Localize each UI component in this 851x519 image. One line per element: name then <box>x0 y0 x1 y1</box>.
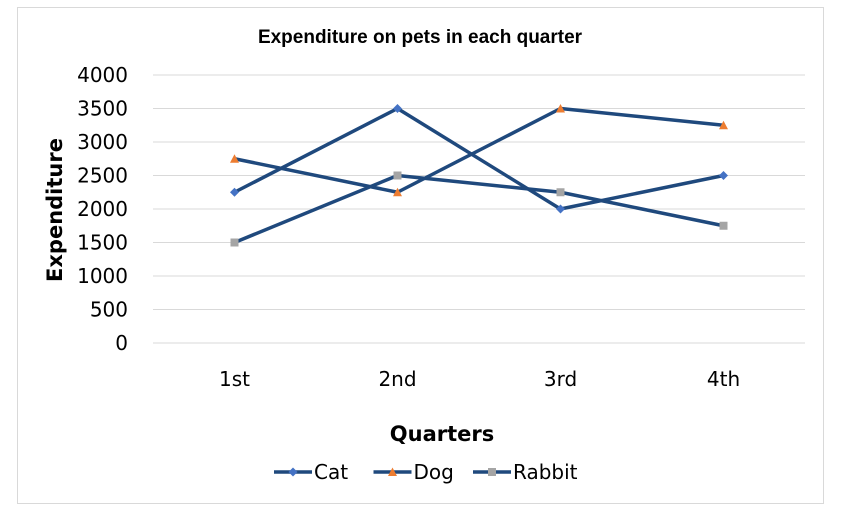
x-axis-ticks: 1st 2nd 3rd 4th <box>219 367 740 391</box>
data-point-cat <box>230 187 239 197</box>
legend-item-rabbit: Rabbit <box>473 460 578 484</box>
x-axis-label: Quarters <box>390 422 494 446</box>
x-tick-label: 2nd <box>378 367 416 391</box>
y-tick-label: 3000 <box>77 130 128 154</box>
data-point-cat <box>719 171 728 180</box>
y-tick-label: 1500 <box>77 231 128 255</box>
data-point-rabbit <box>393 171 402 180</box>
legend: Cat Dog Rabbit <box>274 460 578 484</box>
data-point-dog <box>230 154 239 163</box>
legend-label: Dog <box>414 460 454 484</box>
y-tick-label: 1000 <box>77 264 128 288</box>
series-line-rabbit <box>233 173 724 245</box>
y-tick-label: 4000 <box>77 63 128 87</box>
data-point-dog <box>393 187 402 197</box>
gridlines <box>153 74 805 344</box>
y-tick-label: 2000 <box>77 197 128 221</box>
x-tick-label: 1st <box>219 367 250 391</box>
y-axis-ticks: 0 500 1000 1500 2000 2500 3000 3500 4000 <box>77 63 128 355</box>
y-axis-label: Expenditure <box>43 138 67 282</box>
y-tick-label: 500 <box>90 298 128 322</box>
series-line-cat <box>233 106 724 211</box>
chart-title: Expenditure on pets in each quarter <box>258 27 583 48</box>
data-point-dog <box>556 104 565 113</box>
legend-marker <box>488 468 496 476</box>
data-point-rabbit <box>719 221 728 230</box>
y-tick-label: 2500 <box>77 164 128 188</box>
legend-marker <box>288 467 298 477</box>
legend-label: Rabbit <box>513 460 578 484</box>
data-point-cat <box>556 204 565 214</box>
data-point-cat <box>393 104 402 113</box>
x-tick-label: 3rd <box>544 367 577 391</box>
legend-item-dog: Dog <box>373 460 454 484</box>
data-point-rabbit <box>230 238 239 247</box>
legend-label: Cat <box>314 460 348 484</box>
x-tick-label: 4th <box>707 367 740 391</box>
data-point-rabbit <box>556 188 565 197</box>
y-tick-label: 0 <box>115 331 128 355</box>
chart-frame <box>17 7 824 504</box>
data-point-dog <box>719 120 728 130</box>
series-markers <box>230 104 728 247</box>
legend-item-cat: Cat <box>274 460 348 484</box>
series-line-dog <box>234 106 724 194</box>
series-lines <box>233 106 724 245</box>
y-tick-label: 3500 <box>77 97 128 121</box>
legend-marker <box>388 467 397 476</box>
